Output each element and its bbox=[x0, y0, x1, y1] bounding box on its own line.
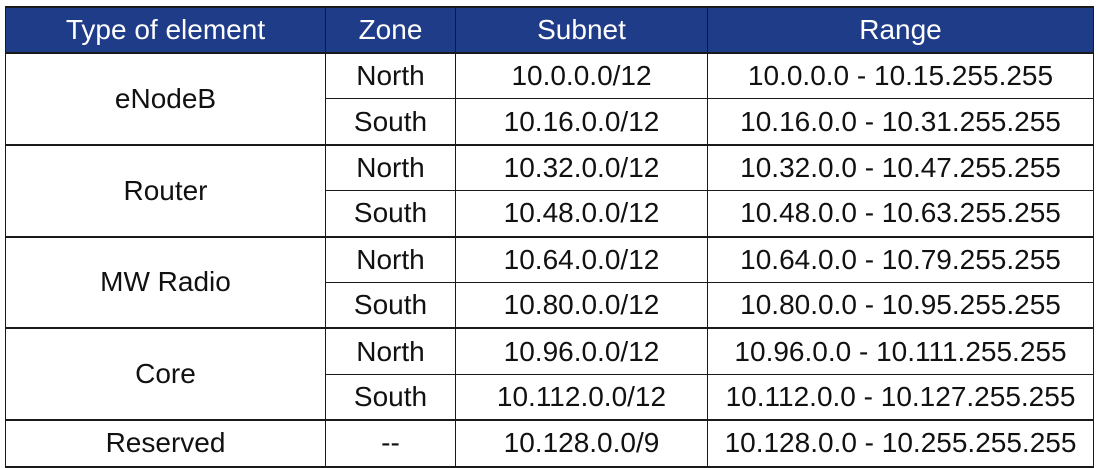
table-row: MW Radio North 10.64.0.0/12 10.64.0.0 - … bbox=[5, 235, 1094, 329]
zone-cell: North bbox=[325, 143, 456, 192]
range-cell: 10.0.0.0 - 10.15.255.255 bbox=[707, 52, 1094, 100]
zone-cell: North bbox=[325, 52, 456, 100]
range-cell: 10.96.0.0 - 10.111.255.255 bbox=[707, 327, 1094, 375]
table-row: South 10.16.0.0/12 10.16.0.0 - 10.31.255… bbox=[6, 98, 1094, 146]
zone-cell: South bbox=[325, 373, 456, 421]
range-cell: 10.48.0.0 - 10.63.255.255 bbox=[707, 190, 1094, 238]
type-cell-core: Core bbox=[5, 327, 326, 421]
range-cell: 10.32.0.0 - 10.47.255.255 bbox=[707, 143, 1094, 192]
type-cell-enodeb: eNodeB bbox=[5, 52, 326, 146]
subnet-cell: 10.0.0.0/12 bbox=[455, 52, 708, 100]
type-cell-reserved: Reserved bbox=[5, 419, 326, 468]
range-cell: 10.128.0.0 - 10.255.255.255 bbox=[707, 419, 1094, 468]
header-row: Type of element Zone Subnet Range bbox=[5, 6, 1094, 54]
table-row: Reserved -- 10.128.0.0/9 10.128.0.0 - 10… bbox=[5, 419, 1094, 468]
table-row: Router North 10.32.0.0/12 10.32.0.0 - 10… bbox=[5, 143, 1094, 238]
table-row: South 10.112.0.0/12 10.112.0.0 - 10.127.… bbox=[6, 373, 1094, 421]
table-container: Type of element Zone Subnet Range eNodeB… bbox=[5, 6, 1094, 468]
subnet-cell: 10.64.0.0/12 bbox=[455, 235, 708, 283]
zone-cell: North bbox=[325, 327, 456, 375]
zone-cell: South bbox=[325, 98, 456, 146]
subnet-cell: 10.128.0.0/9 bbox=[455, 419, 708, 468]
range-cell: 10.80.0.0 - 10.95.255.255 bbox=[707, 281, 1094, 329]
header-type-of-element: Type of element bbox=[5, 6, 326, 54]
type-cell-router: Router bbox=[5, 143, 326, 238]
subnet-cell: 10.32.0.0/12 bbox=[455, 143, 708, 192]
range-cell: 10.16.0.0 - 10.31.255.255 bbox=[707, 98, 1094, 146]
header-subnet: Subnet bbox=[455, 6, 708, 54]
zone-cell: -- bbox=[325, 419, 456, 468]
zone-cell: North bbox=[325, 235, 456, 283]
header-range: Range bbox=[707, 6, 1094, 54]
range-cell: 10.112.0.0 - 10.127.255.255 bbox=[707, 373, 1094, 421]
subnet-cell: 10.96.0.0/12 bbox=[455, 327, 708, 375]
ip-allocation-table: Type of element Zone Subnet Range eNodeB… bbox=[5, 6, 1094, 468]
zone-cell: South bbox=[325, 190, 456, 238]
type-cell-mw-radio: MW Radio bbox=[5, 235, 326, 329]
range-cell: 10.64.0.0 - 10.79.255.255 bbox=[707, 235, 1094, 283]
subnet-cell: 10.48.0.0/12 bbox=[455, 190, 708, 238]
subnet-cell: 10.80.0.0/12 bbox=[455, 281, 708, 329]
table-row: eNodeB North 10.0.0.0/12 10.0.0.0 - 10.1… bbox=[5, 52, 1094, 146]
subnet-cell: 10.112.0.0/12 bbox=[455, 373, 708, 421]
zone-cell: South bbox=[325, 281, 456, 329]
subnet-cell: 10.16.0.0/12 bbox=[455, 98, 708, 146]
table-row: South 10.80.0.0/12 10.80.0.0 - 10.95.255… bbox=[6, 281, 1094, 329]
header-zone: Zone bbox=[325, 6, 456, 54]
table-row: Core North 10.96.0.0/12 10.96.0.0 - 10.1… bbox=[5, 327, 1094, 421]
